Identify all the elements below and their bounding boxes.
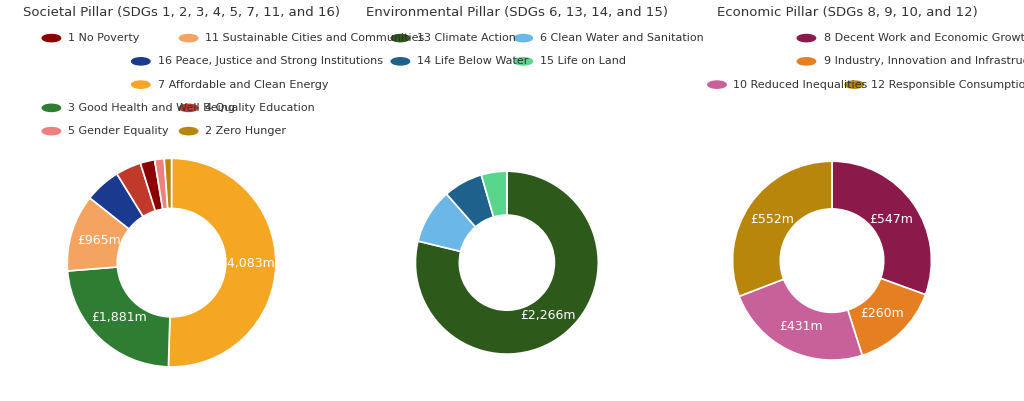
Wedge shape (446, 175, 494, 227)
Text: 15 Life on Land: 15 Life on Land (540, 57, 626, 66)
Text: £1,881m: £1,881m (91, 311, 146, 324)
Wedge shape (418, 194, 475, 251)
Wedge shape (68, 198, 129, 271)
Text: 11 Sustainable Cities and Communities: 11 Sustainable Cities and Communities (205, 33, 424, 43)
Text: Societal Pillar (SDGs 1, 2, 3, 4, 5, 7, 11, and 16): Societal Pillar (SDGs 1, 2, 3, 4, 5, 7, … (24, 6, 340, 19)
Text: £552m: £552m (751, 213, 794, 226)
Text: Economic Pillar (SDGs 8, 9, 10, and 12): Economic Pillar (SDGs 8, 9, 10, and 12) (717, 6, 978, 19)
Text: 2 Zero Hunger: 2 Zero Hunger (205, 126, 286, 136)
Wedge shape (739, 279, 862, 360)
Text: 8 Decent Work and Economic Growth: 8 Decent Work and Economic Growth (823, 33, 1024, 43)
Wedge shape (90, 174, 143, 229)
Wedge shape (68, 267, 170, 367)
Wedge shape (155, 159, 168, 209)
Wedge shape (168, 158, 275, 367)
Text: 12 Responsible Consumption and: 12 Responsible Consumption and (870, 80, 1024, 89)
Text: 7 Affordable and Clean Energy: 7 Affordable and Clean Energy (158, 80, 329, 89)
Text: 16 Peace, Justice and Strong Institutions: 16 Peace, Justice and Strong Institution… (158, 57, 383, 66)
Text: Environmental Pillar (SDGs 6, 13, 14, and 15): Environmental Pillar (SDGs 6, 13, 14, an… (367, 6, 668, 19)
Text: 5 Gender Equality: 5 Gender Equality (68, 126, 168, 136)
Text: 10 Reduced Inequalities: 10 Reduced Inequalities (733, 80, 867, 89)
Text: £4,083m: £4,083m (220, 257, 275, 270)
Wedge shape (140, 160, 163, 211)
Text: £260m: £260m (860, 306, 904, 320)
Wedge shape (848, 278, 926, 355)
Wedge shape (117, 163, 156, 217)
Text: £431m: £431m (779, 320, 822, 332)
Text: 3 Good Health and Well Being: 3 Good Health and Well Being (68, 103, 234, 113)
Text: 9 Industry, Innovation and Infrastructure: 9 Industry, Innovation and Infrastructur… (823, 57, 1024, 66)
Wedge shape (481, 171, 507, 217)
Text: £965m: £965m (77, 234, 121, 247)
Text: 1 No Poverty: 1 No Poverty (68, 33, 139, 43)
Wedge shape (732, 161, 833, 296)
Wedge shape (416, 171, 598, 354)
Wedge shape (164, 158, 172, 209)
Text: £2,266m: £2,266m (520, 309, 575, 322)
Text: 4 Quality Education: 4 Quality Education (205, 103, 314, 113)
Text: 14 Life Below Water: 14 Life Below Water (417, 57, 528, 66)
Wedge shape (831, 161, 932, 295)
Text: 13 Climate Action: 13 Climate Action (417, 33, 516, 43)
Text: 6 Clean Water and Sanitation: 6 Clean Water and Sanitation (540, 33, 703, 43)
Text: £547m: £547m (869, 213, 913, 225)
